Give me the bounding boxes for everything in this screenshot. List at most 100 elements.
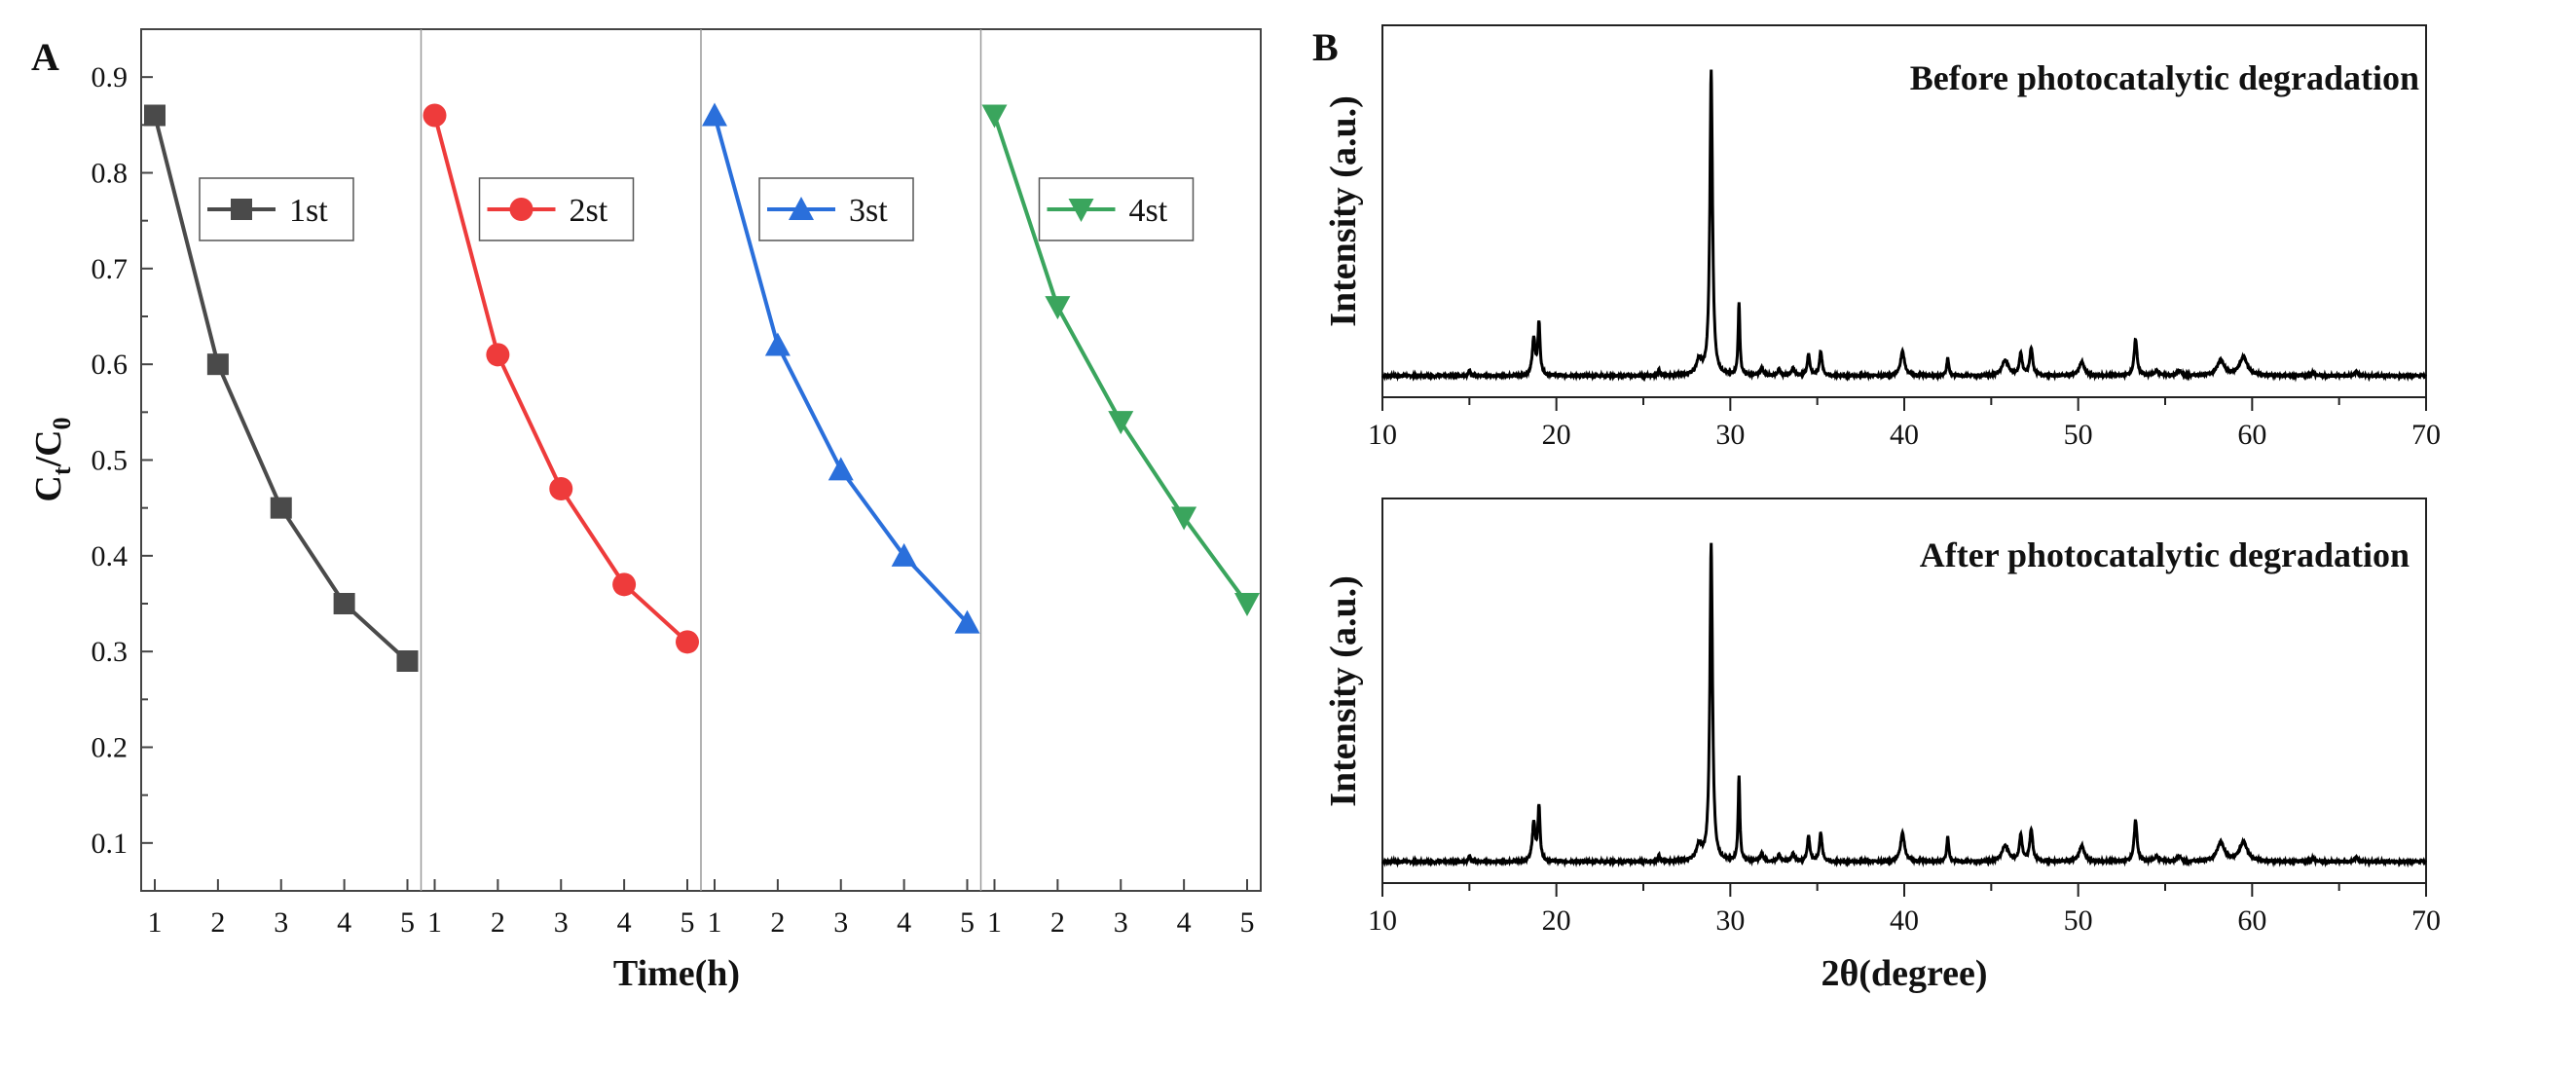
- data-point: [333, 593, 355, 614]
- data-point: [702, 102, 727, 127]
- x-tick-label: 5: [400, 906, 415, 939]
- data-point: [891, 542, 917, 567]
- legend-box: [758, 177, 914, 241]
- legend-marker: [231, 199, 252, 220]
- legend-marker: [509, 198, 534, 221]
- x-tick-label: 3: [833, 906, 848, 939]
- xrd-after-title: After photocatalytic degradation: [1920, 535, 2410, 574]
- data-point: [764, 332, 791, 356]
- y-tick-label: 0.8: [92, 158, 129, 190]
- x-tick-label: 2: [491, 906, 505, 939]
- panel-a-dividers: [420, 29, 982, 891]
- panel-a-y-ticks: [141, 76, 153, 844]
- panel-a-x-label: Time(h): [613, 953, 740, 994]
- x-tick-label: 4: [337, 906, 351, 939]
- x-tick-label: 30: [1715, 904, 1745, 937]
- xrd-before-trace: [1380, 69, 2427, 383]
- y-label-mid: /C: [28, 429, 69, 467]
- legend-label: 4st: [1129, 193, 1168, 229]
- x-tick-label: 3: [554, 906, 569, 939]
- y-tick-label: 0.3: [92, 636, 129, 668]
- x-tick-label: 10: [1368, 419, 1397, 451]
- data-point: [206, 353, 229, 376]
- panel-a-legends: 1st 2st 3st 4st: [199, 177, 1195, 241]
- x-tick-label: 20: [1542, 419, 1571, 451]
- data-point: [1045, 296, 1071, 320]
- x-tick-label: 3: [274, 906, 288, 939]
- data-point: [1234, 593, 1260, 616]
- x-tick-label: 70: [2411, 419, 2441, 451]
- x-tick-label: 2: [210, 906, 225, 939]
- y-label-sub-t: t: [48, 466, 76, 475]
- data-point: [423, 103, 447, 128]
- data-point: [981, 104, 1008, 129]
- x-tick-label: 5: [1240, 906, 1255, 939]
- panel-b-chart: B 10 20 30 40 50 60 70 Before photocatalytic d…: [1312, 24, 2441, 994]
- y-tick-label: 0.5: [92, 445, 129, 477]
- xrd-before-title: Before photocatalytic degradation: [1910, 58, 2419, 97]
- data-point: [486, 343, 510, 367]
- legend-label: 1st: [289, 193, 328, 229]
- legend-label: 3st: [849, 193, 888, 229]
- x-tick-label: 40: [1890, 419, 1919, 451]
- x-tick-label: 60: [2237, 419, 2266, 451]
- data-point: [270, 497, 292, 519]
- x-tick-label: 5: [681, 906, 695, 939]
- y-label-sub-0: 0: [48, 417, 76, 429]
- legend-marker: [1068, 199, 1094, 222]
- xrd-after-trace: [1380, 542, 2427, 868]
- x-tick-label: 2: [770, 906, 785, 939]
- x-tick-label: 4: [1177, 906, 1192, 939]
- data-point: [396, 650, 419, 672]
- xrd-before-chart: 10 20 30 40 50 60 70 Before photocatalytic deg…: [1323, 24, 2441, 451]
- x-tick-label: 4: [617, 906, 632, 939]
- xrd-after-chart: 10 20 30 40 50 60 70 After photocatalytic degr…: [1323, 498, 2441, 994]
- panel-a-series: [144, 102, 1260, 672]
- legend-label: 2st: [570, 193, 608, 229]
- x-tick-label: 50: [2064, 419, 2093, 451]
- data-point: [144, 104, 166, 127]
- x-tick-label: 30: [1715, 419, 1745, 451]
- data-point: [1108, 411, 1134, 435]
- x-tick-label: 20: [1542, 904, 1571, 937]
- x-tick-label: 2: [1050, 906, 1065, 939]
- panel-b-letter: B: [1312, 25, 1339, 69]
- x-tick-label: 60: [2237, 904, 2266, 937]
- y-tick-label: 0.6: [92, 349, 129, 381]
- x-tick-label: 50: [2064, 904, 2093, 937]
- xrd-after-x-label: 2θ(degree): [1821, 953, 1987, 994]
- panel-a-letter: A: [31, 35, 59, 79]
- x-tick-label: 40: [1890, 904, 1919, 937]
- xrd-after-y-label: Intensity (a.u.): [1323, 575, 1364, 807]
- x-tick-label: 1: [148, 906, 163, 939]
- data-point: [1171, 506, 1197, 531]
- x-tick-label: 1: [708, 906, 722, 939]
- data-point: [954, 609, 980, 634]
- x-tick-label: 10: [1368, 904, 1397, 937]
- xrd-before-y-label: Intensity (a.u.): [1323, 95, 1364, 327]
- y-label-c: C: [28, 475, 69, 501]
- xrd-before-x-ticks: 10 20 30 40 50 60 70: [1368, 397, 2441, 451]
- x-tick-label: 4: [897, 906, 911, 939]
- data-point: [828, 457, 854, 481]
- data-point: [612, 572, 637, 597]
- data-point: [549, 477, 573, 500]
- x-tick-label: 3: [1114, 906, 1128, 939]
- y-tick-label: 0.7: [92, 253, 129, 285]
- panel-a-y-label: Ct/C0: [28, 417, 76, 501]
- y-tick-label: 0.4: [92, 540, 129, 572]
- y-tick-label: 0.1: [92, 828, 129, 860]
- xrd-after-x-ticks: 10 20 30 40 50 60 70: [1368, 883, 2441, 937]
- panel-a-y-tick-labels: 0.1 0.2 0.3 0.4 0.5 0.6 0.7 0.8 0.9: [92, 61, 129, 860]
- legend-marker: [789, 197, 814, 220]
- x-tick-label: 5: [960, 906, 975, 939]
- x-tick-label: 70: [2411, 904, 2441, 937]
- y-tick-label: 0.2: [92, 732, 129, 764]
- x-tick-label: 1: [427, 906, 442, 939]
- y-tick-label: 0.9: [92, 61, 129, 93]
- data-point: [676, 630, 699, 654]
- x-tick-label: 1: [987, 906, 1002, 939]
